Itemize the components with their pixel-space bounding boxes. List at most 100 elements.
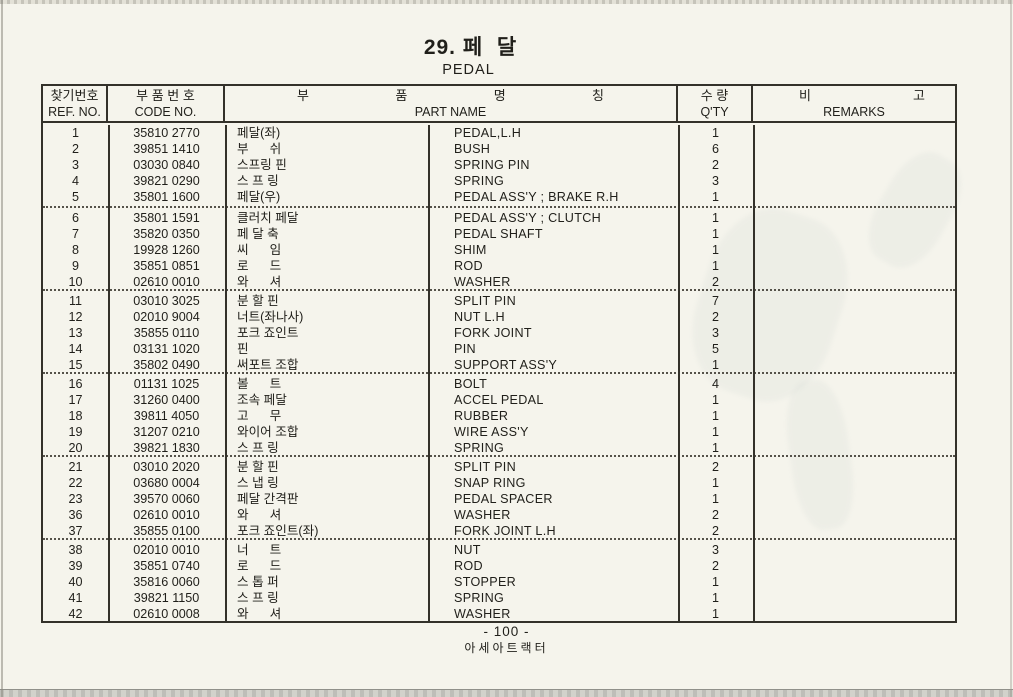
scan-edge-top (0, 0, 1013, 4)
cell-ref: 1 (71, 125, 79, 140)
cell-qty: 1 (711, 259, 719, 274)
header-name-kr-char: 명 (493, 87, 506, 103)
cell-kr: 조속 페달 (237, 392, 287, 407)
cell-remarks (753, 459, 955, 475)
cell-qty: 1 (711, 242, 719, 257)
cell-en: PEDAL SHAFT (454, 226, 543, 241)
header-qty-en: Q'TY (700, 104, 729, 119)
row-group: 38 02010 0010 너 트 NUT 3 39 35851 0740 로 드 ROD 2 40… (43, 538, 955, 621)
cell-ref: 19 (68, 425, 83, 440)
table-row: 21 03010 2020 분 할 핀 SPLIT PIN 2 (43, 459, 955, 475)
section-number: 29. (423, 36, 457, 59)
table-row: 36 02610 0010 와 셔 WASHER 2 (43, 508, 955, 524)
publisher-name: 아세아트랙터 (464, 641, 549, 655)
table-row: 39 35851 0740 로 드 ROD 2 (43, 558, 955, 574)
table-row: 3 03030 0840 스프링 핀 SPRING PIN 2 (43, 157, 955, 173)
cell-en: SNAP RING (454, 475, 526, 490)
cell-en: SPLIT PIN (454, 459, 516, 474)
table-row: 19 31207 0210 와이어 조합 WIRE ASS'Y 1 (43, 425, 955, 441)
cell-ref: 41 (68, 591, 83, 606)
row-group: 16 01131 1025 볼 트 BOLT 4 17 31260 0400 조속 페달 ACC… (43, 372, 955, 455)
column-rule (428, 125, 430, 621)
table-row: 11 03010 3025 분 할 핀 SPLIT PIN 7 (43, 293, 955, 309)
cell-remarks (753, 275, 955, 291)
cell-remarks (753, 259, 955, 275)
cell-kr: 핀 (237, 342, 249, 357)
cell-ref: 37 (68, 524, 83, 539)
header-ref-no: 찾기번호 REF. NO. (43, 86, 108, 121)
scan-edge-right (1010, 0, 1012, 697)
cell-qty: 2 (711, 459, 719, 474)
header-code-en: CODE NO. (134, 104, 197, 119)
cell-ref: 20 (68, 441, 83, 456)
table-row: 8 19928 1260 씨 임 SHIM 1 (43, 242, 955, 258)
cell-kr: 볼 트 (237, 376, 282, 391)
cell-qty: 3 (711, 325, 719, 340)
cell-qty: 6 (711, 141, 719, 156)
table-row: 42 02610 0008 와 셔 WASHER 1 (43, 607, 955, 623)
table-row: 41 39821 1150 스 프 링 SPRING 1 (43, 591, 955, 607)
cell-remarks (753, 441, 955, 457)
cell-kr: 스프링 핀 (237, 157, 287, 172)
cell-en: ROD (454, 259, 483, 274)
cell-en: PEDAL SPACER (454, 491, 553, 506)
cell-ref: 22 (68, 475, 83, 490)
cell-remarks (753, 226, 955, 242)
header-remarks-kr: 비 고 (753, 88, 955, 104)
cell-ref: 12 (68, 309, 83, 324)
cell-ref: 36 (68, 508, 83, 523)
table-row: 6 35801 1591 클러치 페달 PEDAL ASS'Y ; CLUTCH 1 (43, 210, 955, 226)
table-row: 12 02010 9004 너트(좌나사) NUT L.H 2 (43, 309, 955, 325)
cell-remarks (753, 524, 955, 540)
cell-remarks (753, 574, 955, 590)
cell-en: NUT L.H (454, 309, 505, 324)
row-group: 1 35810 2770 페달(좌) PEDAL,L.H 1 2 39851 1410 부 쉬… (43, 125, 955, 206)
cell-qty: 4 (711, 376, 719, 391)
cell-kr: 스 프 링 (237, 591, 279, 606)
cell-qty: 3 (711, 174, 719, 189)
cell-remarks (753, 342, 955, 358)
cell-kr: 클러치 페달 (237, 210, 299, 225)
cell-remarks (753, 293, 955, 309)
header-code-kr: 부 품 번 호 (136, 87, 195, 103)
cell-remarks (753, 591, 955, 607)
cell-remarks (753, 392, 955, 408)
cell-code: 39821 1830 (133, 441, 200, 456)
cell-en: PEDAL,L.H (454, 125, 522, 140)
cell-code: 35802 0490 (133, 358, 200, 373)
cell-qty: 2 (711, 508, 719, 523)
cell-en: RUBBER (454, 408, 509, 423)
cell-qty: 1 (711, 210, 719, 225)
cell-ref: 16 (68, 376, 83, 391)
table-row: 4 39821 0290 스 프 링 SPRING 3 (43, 174, 955, 190)
cell-en: WASHER (454, 508, 511, 523)
cell-remarks (753, 174, 955, 190)
cell-code: 35820 0350 (133, 226, 200, 241)
row-group: 11 03010 3025 분 할 핀 SPLIT PIN 7 12 02010 9004 너… (43, 289, 955, 372)
cell-en: ROD (454, 558, 483, 573)
cell-ref: 4 (71, 174, 79, 189)
cell-kr: 스 프 링 (237, 174, 279, 189)
cell-code: 39570 0060 (133, 491, 200, 506)
page-number: - 100 - (483, 624, 530, 639)
cell-kr: 분 할 핀 (237, 459, 279, 474)
cell-code: 02010 9004 (133, 309, 200, 324)
cell-ref: 21 (68, 459, 83, 474)
page-title: 29. 페 달 (0, 31, 1013, 61)
cell-ref: 23 (68, 491, 83, 506)
cell-en: ACCEL PEDAL (454, 392, 544, 407)
table-row: 16 01131 1025 볼 트 BOLT 4 (43, 376, 955, 392)
cell-kr: 페달(좌) (237, 125, 281, 140)
column-rule (678, 125, 680, 621)
cell-code: 02010 0010 (133, 542, 200, 557)
cell-ref: 8 (71, 242, 79, 257)
cell-qty: 1 (711, 358, 719, 373)
cell-remarks (753, 491, 955, 507)
header-remarks-en: REMARKS (823, 104, 885, 119)
cell-en: PEDAL ASS'Y ; CLUTCH (454, 210, 601, 225)
cell-ref: 9 (71, 259, 79, 274)
cell-en: FORK JOINT (454, 325, 532, 340)
cell-kr: 너 트 (237, 542, 282, 557)
page-subtitle: PEDAL (442, 62, 495, 78)
cell-en: SPRING (454, 441, 505, 456)
